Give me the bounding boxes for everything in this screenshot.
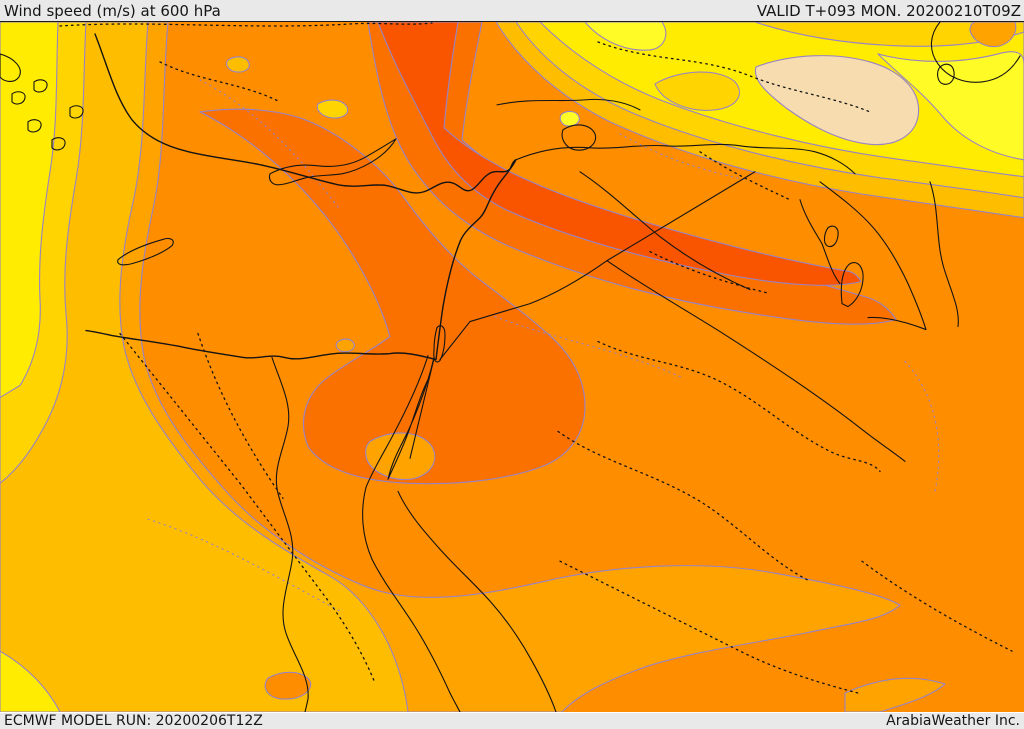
contour-region-deep-orange-eastmed bbox=[199, 108, 586, 485]
contour-region-red-orange-jet-core bbox=[377, 22, 862, 286]
header-bar: Wind speed (m/s) at 600 hPa VALID T+093 … bbox=[0, 0, 1024, 21]
dotted-contour-lines bbox=[147, 79, 940, 612]
contour-spot-gold-anatolia-west bbox=[316, 99, 349, 119]
peninsula-qatar bbox=[840, 262, 864, 308]
contour-fill-regions bbox=[0, 22, 1024, 712]
lake-urmia bbox=[937, 63, 955, 85]
admin-boundaries-dotted bbox=[59, 22, 1013, 694]
coastline-caspian bbox=[930, 22, 1021, 83]
contour-spot-orange-on-amber bbox=[264, 671, 312, 700]
lakes-anatolia bbox=[496, 98, 641, 111]
coastlines-and-borders bbox=[0, 22, 1021, 712]
contour-region-bright-yellow-lobe bbox=[584, 22, 667, 51]
map-area bbox=[0, 21, 1024, 713]
contour-region-amber-west bbox=[0, 22, 409, 712]
contour-spot-orange-ne-corner bbox=[969, 22, 1017, 48]
islands-aegean bbox=[0, 53, 84, 151]
model-run-label: ECMWF MODEL RUN: 20200206T12Z bbox=[4, 713, 263, 729]
coastline-sinai bbox=[387, 356, 435, 480]
contour-spot-light-orange-egypt bbox=[335, 338, 355, 353]
lake-dead-sea bbox=[433, 325, 446, 363]
map-title: Wind speed (m/s) at 600 hPa bbox=[4, 2, 221, 20]
border-iraq-saudi bbox=[606, 260, 906, 462]
contour-ring-bright-yellow-anatolia bbox=[559, 110, 580, 127]
border-turkey-syria-iraq bbox=[515, 143, 856, 175]
coastline-persian-gulf-east bbox=[819, 181, 927, 331]
valid-time-label: VALID T+093 MON. 20200210T09Z bbox=[756, 2, 1021, 20]
contour-region-bright-yellow-caspian bbox=[877, 51, 1024, 161]
border-israel-egypt bbox=[409, 357, 435, 459]
contour-spot-amber-anatolia bbox=[226, 56, 250, 73]
island-rhodes-crete bbox=[117, 237, 174, 266]
coastline-persian-gulf-west bbox=[799, 199, 841, 285]
contour-region-yellow-west bbox=[0, 22, 59, 399]
river-euphrates bbox=[579, 171, 751, 291]
coastline-red-sea-east bbox=[397, 490, 557, 712]
contour-wedge-light-orange-se bbox=[844, 677, 946, 712]
contour-spot-gold-anatolia-east bbox=[654, 71, 740, 111]
contour-region-yellow-sw-corner bbox=[0, 650, 61, 712]
footer-bar: ECMWF MODEL RUN: 20200206T12Z ArabiaWeat… bbox=[0, 713, 1024, 729]
contour-region-cream-low-wind bbox=[754, 55, 920, 146]
island-cyprus bbox=[268, 138, 397, 186]
island-bahrain bbox=[823, 225, 839, 248]
river-tigris bbox=[929, 181, 959, 328]
lake-van bbox=[561, 124, 597, 151]
contour-spot-light-orange-aqaba bbox=[365, 432, 436, 481]
coastline-gulf-of-suez bbox=[362, 354, 461, 712]
coastline-anatolia-levant-egypt bbox=[85, 33, 517, 361]
border-syria-iraq bbox=[606, 171, 756, 262]
river-nile bbox=[271, 356, 309, 712]
credit-label: ArabiaWeather Inc. bbox=[886, 713, 1020, 729]
border-jordan-saudi bbox=[439, 260, 608, 361]
weather-map-svg bbox=[0, 22, 1024, 712]
